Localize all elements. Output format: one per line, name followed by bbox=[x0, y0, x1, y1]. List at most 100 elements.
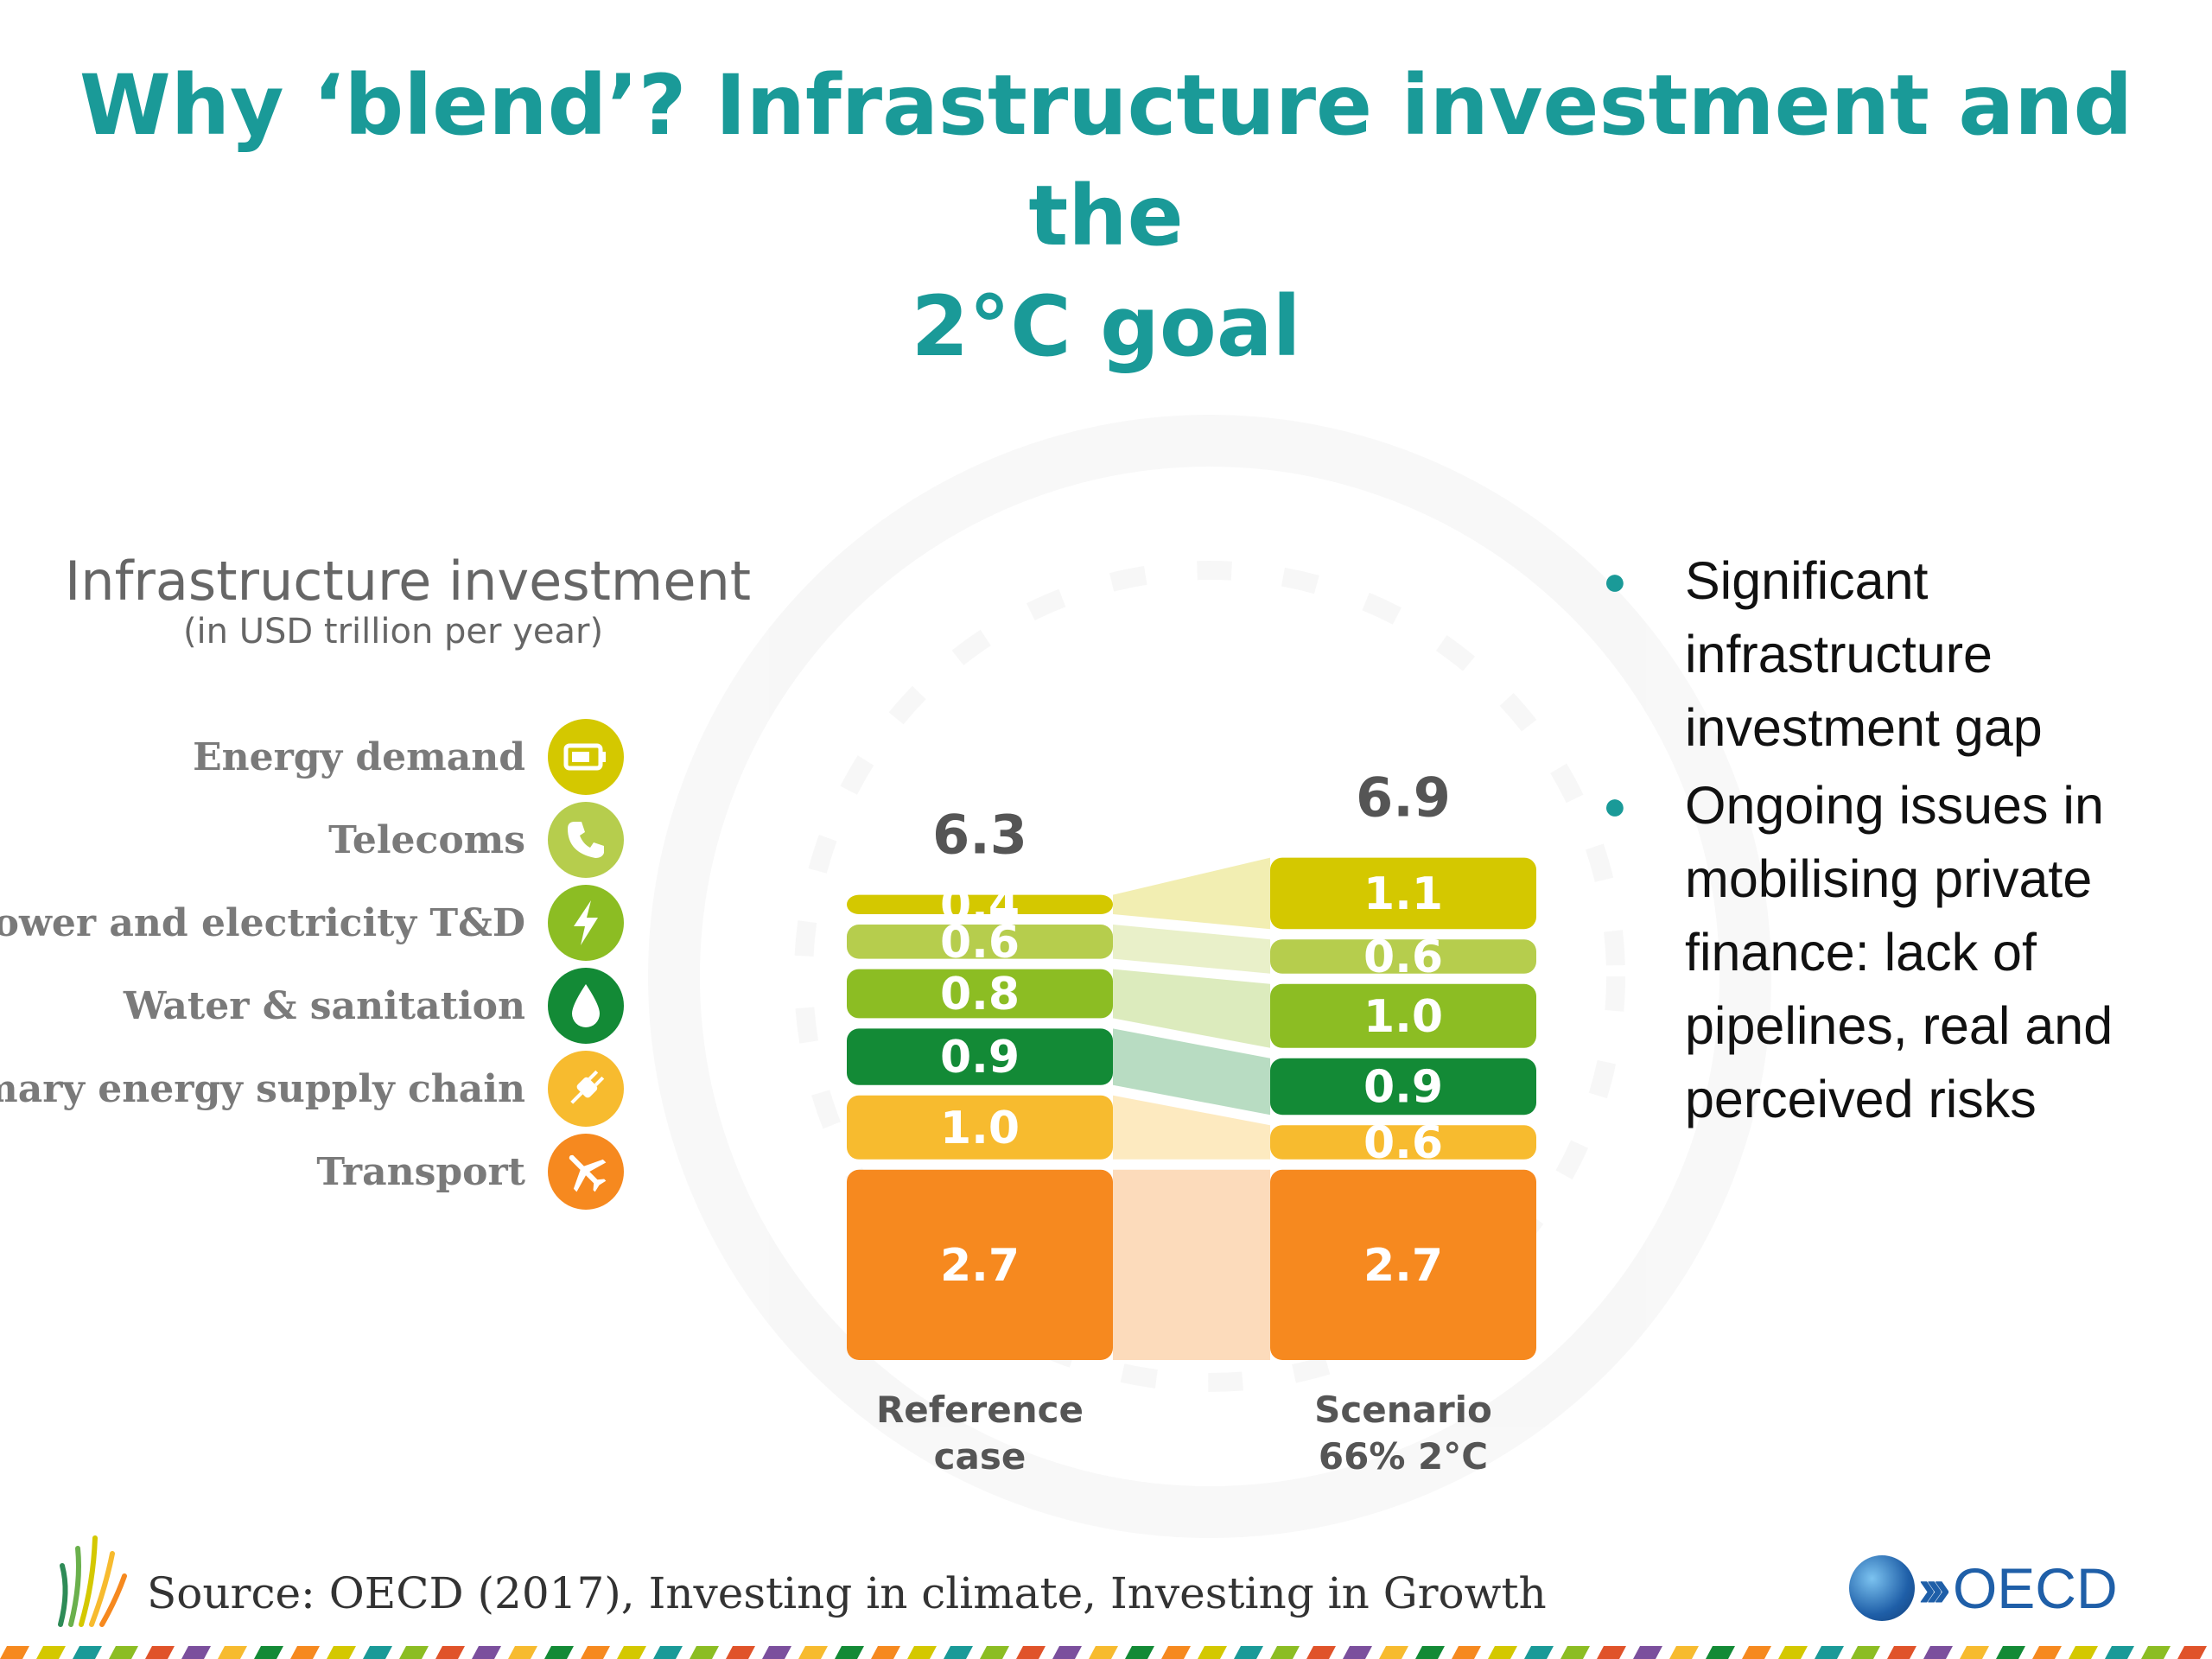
stripe-tile bbox=[798, 1646, 828, 1659]
stripe-tile bbox=[1597, 1646, 1626, 1659]
legend-item-primary-energy: Primary energy supply chain bbox=[0, 1047, 624, 1130]
category-label: case bbox=[934, 1435, 1027, 1478]
stripe-tile bbox=[1452, 1646, 1481, 1659]
legend-item-power: Power and electricity T&D bbox=[0, 881, 624, 964]
stripe-tile bbox=[1415, 1646, 1445, 1659]
segment-value-label: 2.7 bbox=[940, 1240, 1020, 1292]
bar-segment bbox=[1270, 1058, 1536, 1116]
segment-value-label: 0.9 bbox=[1363, 1062, 1443, 1114]
slide-title-line-2: 2°C goal bbox=[911, 278, 1301, 375]
stripe-tile bbox=[617, 1646, 646, 1659]
stripe-tile bbox=[1524, 1646, 1554, 1659]
stripe-tile bbox=[145, 1646, 175, 1659]
connector-band bbox=[1113, 1095, 1270, 1160]
lightning-icon bbox=[548, 885, 624, 961]
stripe-tile bbox=[2177, 1646, 2207, 1659]
stripe-tile bbox=[1343, 1646, 1372, 1659]
airplane-icon bbox=[548, 1134, 624, 1210]
bar-segment bbox=[847, 969, 1113, 1019]
stripe-tile bbox=[109, 1646, 138, 1659]
connector-band bbox=[1113, 857, 1270, 930]
stripe-tile bbox=[1016, 1646, 1046, 1659]
stripe-tile bbox=[581, 1646, 610, 1659]
category-label: Reference bbox=[876, 1389, 1084, 1431]
stripe-tile bbox=[1161, 1646, 1191, 1659]
segment-value-label: 1.0 bbox=[1363, 991, 1443, 1043]
legend-item-energy-demand: Energy demand bbox=[193, 715, 624, 798]
segment-value-label: 0.9 bbox=[940, 1032, 1020, 1084]
stripe-tile bbox=[762, 1646, 791, 1659]
stripe-tile bbox=[544, 1646, 574, 1659]
bar-segment bbox=[1270, 1125, 1536, 1160]
stripe-tile bbox=[2105, 1646, 2134, 1659]
segment-value-label: 2.7 bbox=[1363, 1240, 1443, 1292]
stripe-tile bbox=[871, 1646, 900, 1659]
stripe-tile bbox=[835, 1646, 864, 1659]
bar-segment bbox=[1270, 983, 1536, 1048]
source-note: Source: OECD (2017), Investing in climat… bbox=[147, 1568, 1547, 1618]
bullet-text: Ongoing issues in mobilising private fin… bbox=[1685, 776, 2113, 1128]
stripe-tile bbox=[1306, 1646, 1336, 1659]
bar-segment bbox=[847, 1028, 1113, 1085]
connector-band bbox=[1113, 1028, 1270, 1116]
segment-value-label: 0.8 bbox=[940, 969, 1020, 1020]
plug-icon bbox=[548, 1051, 624, 1127]
stripe-tile bbox=[1198, 1646, 1227, 1659]
stripe-tile bbox=[73, 1646, 102, 1659]
stripe-tile bbox=[1706, 1646, 1735, 1659]
stripe-tile bbox=[1887, 1646, 1916, 1659]
bar-segment bbox=[1270, 939, 1536, 974]
connector-band bbox=[1113, 969, 1270, 1048]
stripe-tile bbox=[1089, 1646, 1118, 1659]
slide-title: Why ‘blend’? Infrastructure investment a… bbox=[0, 50, 2212, 382]
bar-segment bbox=[847, 925, 1113, 959]
slide-title-line-1: Why ‘blend’? Infrastructure investment a… bbox=[79, 57, 2133, 264]
stripe-tile bbox=[2032, 1646, 2062, 1659]
bar-segment bbox=[1270, 857, 1536, 930]
connector-band bbox=[1113, 925, 1270, 974]
bar-segment bbox=[847, 1095, 1113, 1160]
connector-band bbox=[1113, 1169, 1270, 1360]
stripe-tile bbox=[653, 1646, 683, 1659]
bullet-dot-icon: ● bbox=[1603, 558, 1627, 603]
stripe-tile bbox=[218, 1646, 247, 1659]
stripe-tile bbox=[181, 1646, 211, 1659]
climate-leaf-logo bbox=[58, 1535, 127, 1627]
bullet-dot-icon: ● bbox=[1603, 783, 1627, 828]
stripe-tile bbox=[1379, 1646, 1408, 1659]
stripe-tile bbox=[1488, 1646, 1517, 1659]
legend-label: Water & sanitation bbox=[123, 983, 525, 1028]
category-label: Scenario bbox=[1314, 1389, 1492, 1431]
legend-label: Energy demand bbox=[193, 734, 525, 779]
stripe-tile bbox=[690, 1646, 719, 1659]
segment-value-label: 0.6 bbox=[1363, 1117, 1443, 1169]
oecd-wordmark: OECD bbox=[1952, 1556, 2118, 1620]
stripe-tile bbox=[508, 1646, 537, 1659]
oecd-logo: ››› OECD bbox=[1849, 1555, 2118, 1621]
bullet-item: ● Significant infrastructure investment g… bbox=[1603, 544, 2190, 765]
stripe-tile bbox=[1270, 1646, 1300, 1659]
category-label: 66% 2°C bbox=[1319, 1435, 1488, 1478]
phone-icon bbox=[548, 802, 624, 878]
chevrons-icon: ››› bbox=[1918, 1558, 1951, 1618]
legend-label: Transport bbox=[316, 1149, 525, 1194]
stripe-tile bbox=[1234, 1646, 1263, 1659]
stripe-tile bbox=[1052, 1646, 1082, 1659]
legend-item-water: Water & sanitation bbox=[124, 964, 624, 1047]
stripe-tile bbox=[399, 1646, 429, 1659]
bar-segment bbox=[1270, 1169, 1536, 1360]
segment-value-label: 0.4 bbox=[940, 880, 1020, 931]
bar-segments bbox=[847, 857, 1536, 1360]
watermark-wreath bbox=[648, 415, 1771, 1538]
battery-icon bbox=[548, 719, 624, 795]
segment-labels: 2.7 2.71.0 0.60.90.90.8 1.00.6 0.60.4 1.1 bbox=[940, 868, 1443, 1292]
stripe-tile bbox=[0, 1646, 29, 1659]
legend-item-telecoms: Telecoms bbox=[328, 798, 624, 881]
stripe-tile bbox=[1669, 1646, 1699, 1659]
footer-color-stripe bbox=[0, 1646, 2207, 1659]
globe-icon bbox=[1849, 1555, 1915, 1621]
stripe-tile bbox=[1923, 1646, 1953, 1659]
stripe-tile bbox=[1125, 1646, 1154, 1659]
